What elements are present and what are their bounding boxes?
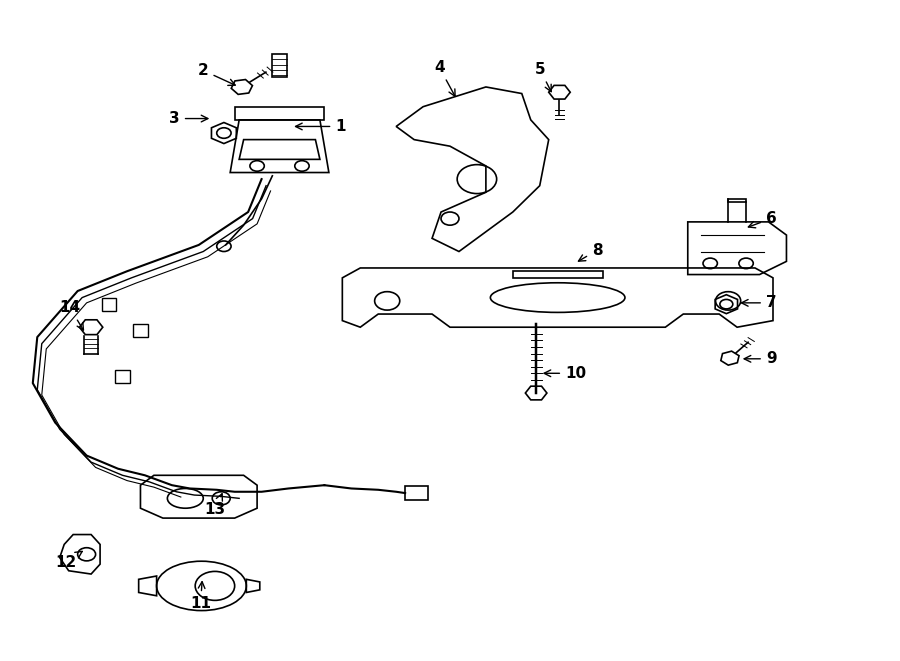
Text: 8: 8 bbox=[579, 243, 602, 261]
Text: 4: 4 bbox=[434, 59, 455, 97]
Text: 5: 5 bbox=[535, 61, 551, 92]
Text: 14: 14 bbox=[59, 300, 84, 330]
Text: 9: 9 bbox=[744, 351, 777, 366]
Text: 6: 6 bbox=[749, 211, 777, 228]
Text: 1: 1 bbox=[295, 119, 346, 134]
Text: 10: 10 bbox=[544, 366, 586, 381]
Text: 7: 7 bbox=[742, 295, 777, 311]
Text: 11: 11 bbox=[190, 582, 212, 611]
Text: 12: 12 bbox=[56, 551, 82, 570]
Text: 13: 13 bbox=[204, 494, 226, 517]
Text: 3: 3 bbox=[169, 111, 208, 126]
Text: 2: 2 bbox=[198, 63, 235, 85]
